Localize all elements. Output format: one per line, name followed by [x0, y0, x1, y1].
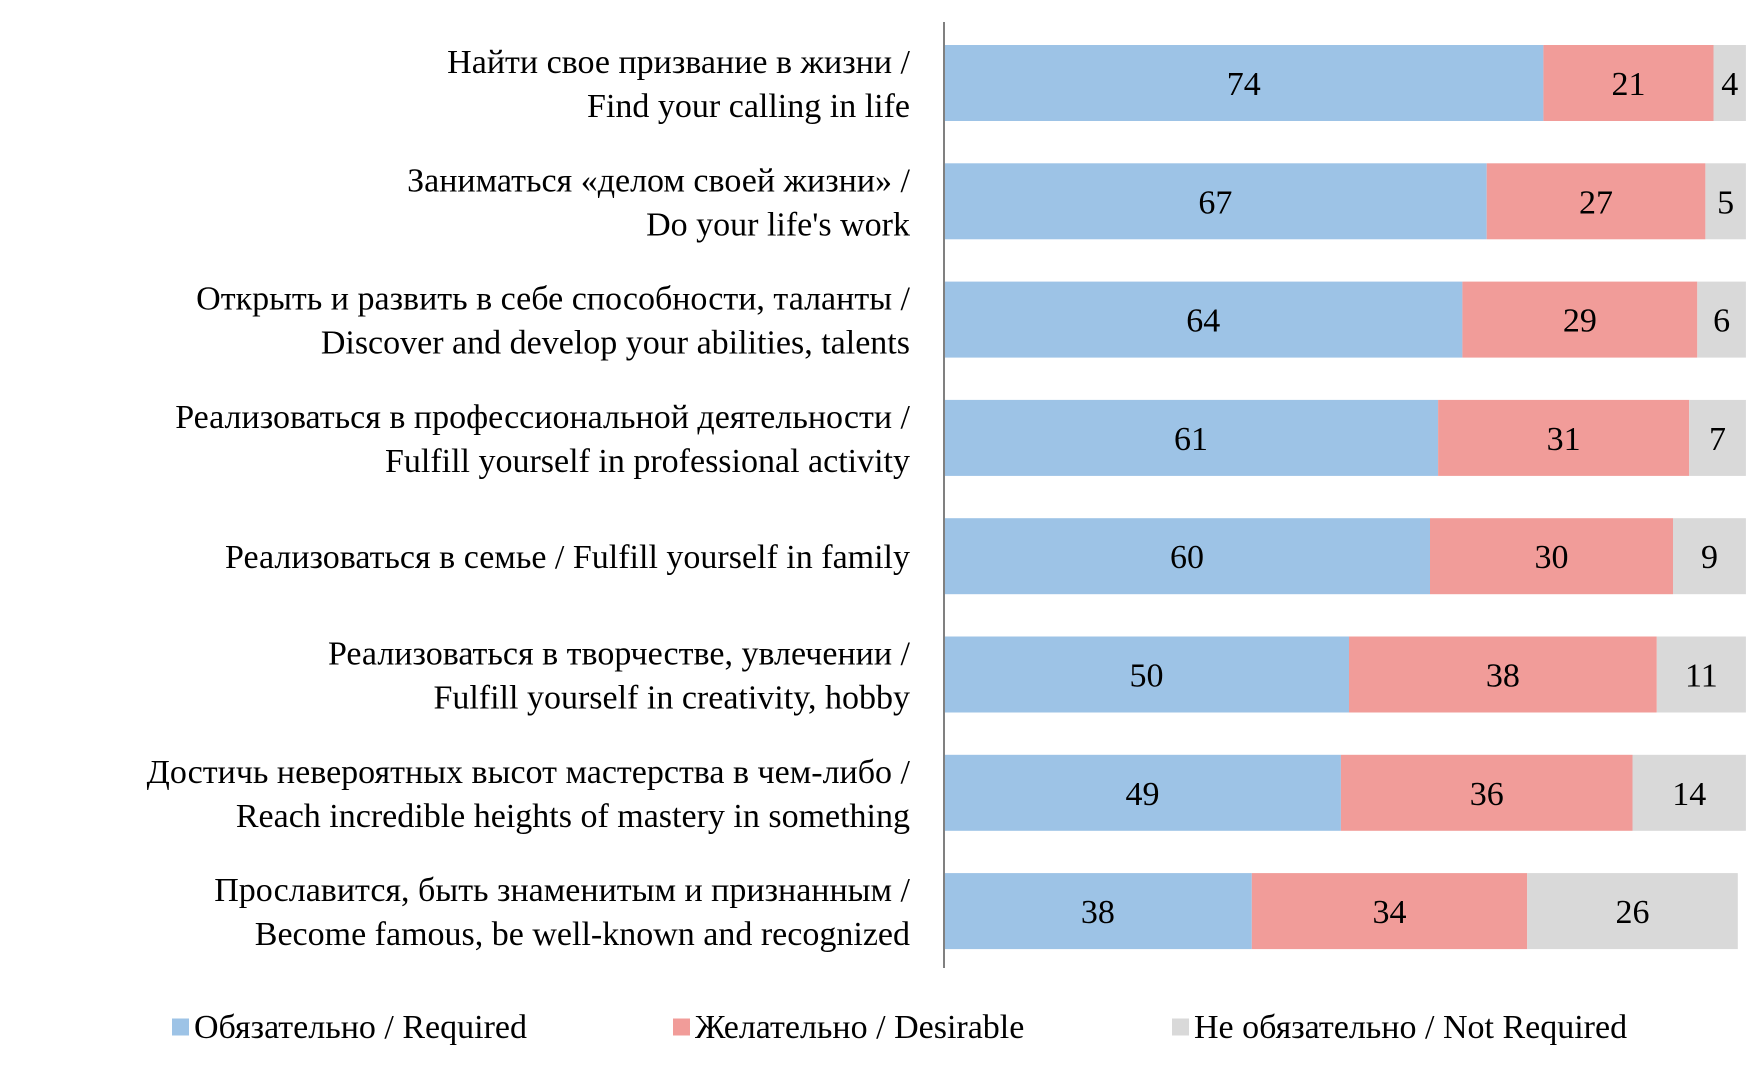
category-label-line: Реализоваться в профессиональной деятель…	[175, 399, 910, 436]
legend-label: Не обязательно / Not Required	[1194, 1009, 1627, 1046]
bar-segment	[944, 399, 1439, 476]
category-label-line: Открыть и развить в себе способности, та…	[196, 281, 910, 318]
bar-segment	[1430, 518, 1673, 595]
legend: Обязательно / Required Желательно / Desir…	[172, 1009, 1627, 1046]
category-label-line: Fulfill yourself in professional activit…	[385, 443, 910, 480]
bar-segment	[944, 45, 1544, 121]
category-label-line: Do your life's work	[646, 206, 910, 243]
category-label-line: Найти свое призвание в жизни /	[447, 44, 910, 81]
bar-segment	[944, 518, 1430, 595]
bar-segment	[1340, 754, 1633, 831]
bar-segment	[1673, 518, 1746, 595]
category-label: Открыть и развить в себе способности, та…	[196, 281, 910, 362]
bar-segment	[1527, 873, 1738, 950]
data-label: 30	[1535, 539, 1569, 576]
category-label: Достичь невероятных высот мастерства в ч…	[147, 754, 911, 835]
data-label: 49	[1125, 776, 1159, 813]
category-label: Реализоваться в творчестве, увлечении / F…	[328, 636, 911, 717]
bar-area: 74 21 4 67 27 5 64 29 6 61 31 7 60 30 9 50 38 11 49 36 14 38 3…	[944, 45, 1746, 950]
data-label: 38	[1081, 894, 1115, 931]
data-label: 31	[1547, 421, 1581, 458]
data-label: 4	[1721, 66, 1738, 103]
data-label: 64	[1186, 303, 1220, 340]
data-label: 9	[1701, 539, 1718, 576]
bar-segment	[1713, 45, 1746, 121]
data-label: 29	[1563, 303, 1597, 340]
bar-segment	[1462, 281, 1698, 358]
bar-segment	[1689, 399, 1746, 476]
data-label: 38	[1486, 658, 1520, 695]
data-label: 60	[1170, 539, 1204, 576]
category-label-line: Find your calling in life	[587, 88, 910, 125]
data-label: 50	[1130, 658, 1164, 695]
category-labels: Найти свое призвание в жизни / Find your …	[147, 44, 911, 953]
legend-swatch	[673, 1018, 690, 1036]
bar-segment	[944, 636, 1349, 713]
data-label: 61	[1174, 421, 1208, 458]
data-label: 14	[1672, 776, 1706, 813]
category-label-line: Реализоваться в творчестве, увлечении /	[328, 636, 911, 673]
data-label: 36	[1470, 776, 1504, 813]
bar-segment	[1349, 636, 1657, 713]
bar-segment	[944, 754, 1341, 831]
legend-swatch	[1172, 1018, 1189, 1036]
legend-item: Желательно / Desirable	[673, 1009, 1024, 1046]
legend-label: Желательно / Desirable	[695, 1009, 1024, 1046]
bar-segment	[1697, 281, 1746, 358]
category-label-line: Заниматься «делом своей жизни» /	[407, 162, 910, 199]
category-label-line: Reach incredible heights of mastery in s…	[236, 798, 910, 835]
legend-item: Обязательно / Required	[172, 1009, 527, 1046]
data-label: 27	[1579, 184, 1613, 221]
data-label: 74	[1227, 66, 1261, 103]
bar-segment	[1543, 45, 1714, 121]
category-label: Прославится, быть знаменитым и признанны…	[214, 872, 910, 953]
category-label: Найти свое призвание в жизни / Find your …	[447, 44, 910, 125]
data-label: 7	[1709, 421, 1726, 458]
bar-segment	[1632, 754, 1746, 831]
category-label-line: Become famous, be well-known and recogni…	[255, 916, 910, 953]
category-label: Заниматься «делом своей жизни» / Do your …	[407, 162, 910, 243]
category-label: Реализоваться в профессиональной деятель…	[175, 399, 910, 480]
legend-swatch	[172, 1018, 189, 1036]
category-label-line: Discover and develop your abilities, tal…	[321, 325, 910, 362]
bar-segment	[1656, 636, 1746, 713]
category-label: Реализоваться в семье / Fulfill yourself…	[225, 539, 910, 576]
bar-segment	[1251, 873, 1528, 950]
bar-segment	[944, 873, 1252, 950]
category-label-line: Fulfill yourself in creativity, hobby	[433, 680, 910, 717]
legend-label: Обязательно / Required	[194, 1009, 527, 1046]
category-label-line: Прославится, быть знаменитым и признанны…	[214, 872, 910, 909]
data-label: 6	[1713, 303, 1730, 340]
bar-segment	[944, 281, 1463, 358]
legend-item: Не обязательно / Not Required	[1172, 1009, 1627, 1046]
data-label: 26	[1616, 894, 1650, 931]
bar-segment	[944, 163, 1487, 240]
data-label: 11	[1685, 658, 1718, 695]
category-label-line: Достичь невероятных высот мастерства в ч…	[147, 754, 911, 791]
bar-segment	[1438, 399, 1690, 476]
bar-segment	[1486, 163, 1706, 240]
category-label-line: Реализоваться в семье / Fulfill yourself…	[225, 539, 910, 576]
data-label: 5	[1717, 184, 1734, 221]
data-label: 67	[1198, 184, 1232, 221]
data-label: 34	[1373, 894, 1407, 931]
data-label: 21	[1611, 66, 1645, 103]
bar-segment	[1705, 163, 1746, 240]
